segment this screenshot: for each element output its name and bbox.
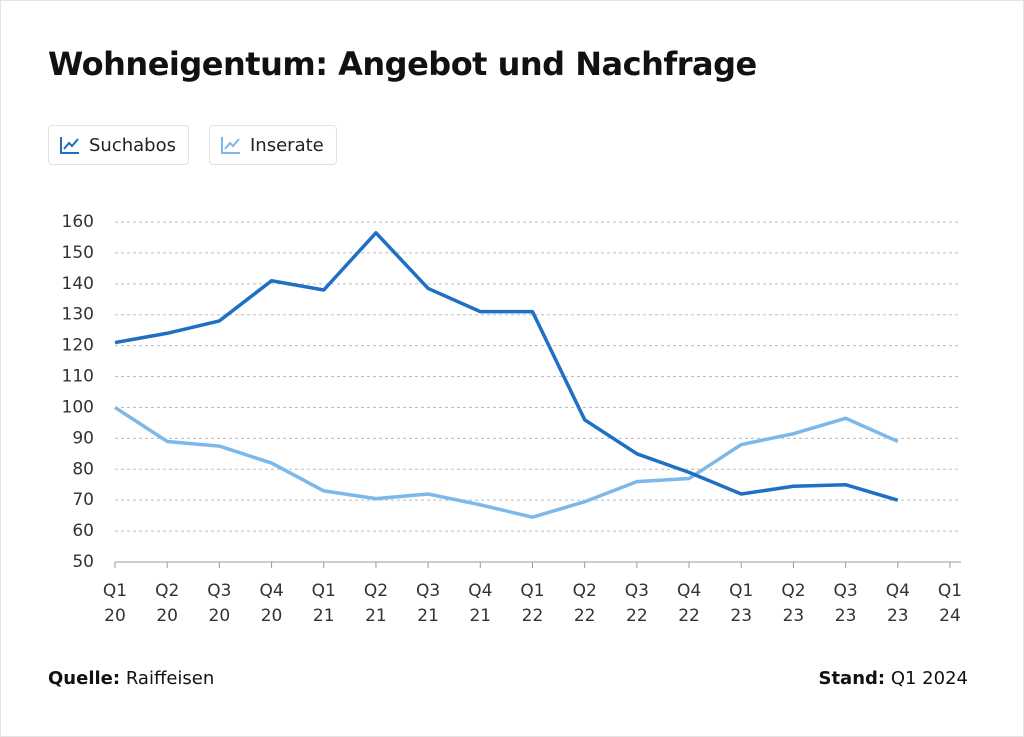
- x-tick-label: Q3 21: [416, 581, 441, 626]
- y-tick-label: 50: [72, 552, 94, 572]
- legend-label: Suchabos: [89, 134, 176, 156]
- series-line: [114, 231, 899, 502]
- y-tick-label: 80: [72, 459, 94, 479]
- y-tick-label: 160: [62, 212, 94, 232]
- source: Quelle: Raiffeisen: [48, 668, 214, 689]
- y-tick-label: 150: [62, 243, 94, 263]
- date-label: Stand:: [818, 668, 886, 689]
- x-tick-label: Q3 23: [833, 581, 858, 626]
- x-tick-label: Q3 22: [624, 581, 649, 626]
- y-tick-label: 70: [72, 490, 94, 510]
- x-tick-label: Q1 21: [311, 581, 336, 626]
- date-text: Q1 2024: [890, 668, 968, 689]
- x-tick-label: Q2 22: [572, 581, 597, 626]
- x-tick-label: Q2 23: [781, 581, 806, 626]
- chart-title: Wohneigentum: Angebot und Nachfrage: [48, 45, 757, 83]
- x-tick-label: Q4 22: [676, 581, 702, 626]
- legend-icon: [221, 137, 240, 154]
- x-tick-label: Q1 20: [102, 581, 128, 626]
- series-line: [114, 405, 899, 519]
- x-tick-label: Q4 23: [885, 581, 910, 626]
- x-tick-label: Q2 20: [155, 581, 180, 626]
- legend-icon: [60, 137, 79, 154]
- date: Stand: Q1 2024: [818, 668, 968, 689]
- x-tick-label: Q4 21: [468, 581, 493, 626]
- x-tick-label: Q1 24: [937, 581, 963, 626]
- y-tick-label: 60: [72, 521, 94, 541]
- source-text: Raiffeisen: [125, 668, 215, 689]
- x-tick-label: Q1 22: [520, 581, 545, 626]
- source-label: Quelle:: [48, 668, 121, 689]
- x-tick-label: Q4 20: [259, 581, 284, 626]
- y-tick-label: 90: [72, 428, 94, 448]
- y-tick-label: 130: [62, 305, 94, 325]
- y-tick-label: 120: [62, 336, 94, 356]
- legend-item[interactable]: Suchabos: [48, 125, 189, 165]
- y-tick-label: 140: [62, 274, 94, 294]
- y-tick-label: 110: [62, 367, 94, 387]
- x-tick-label: Q2 21: [363, 581, 389, 626]
- x-tick-label: Q1 23: [729, 581, 754, 626]
- x-tick-label: Q3 20: [207, 581, 232, 626]
- legend-item[interactable]: Inserate: [209, 125, 337, 165]
- legend-label: Inserate: [250, 134, 324, 156]
- y-tick-label: 100: [62, 397, 94, 417]
